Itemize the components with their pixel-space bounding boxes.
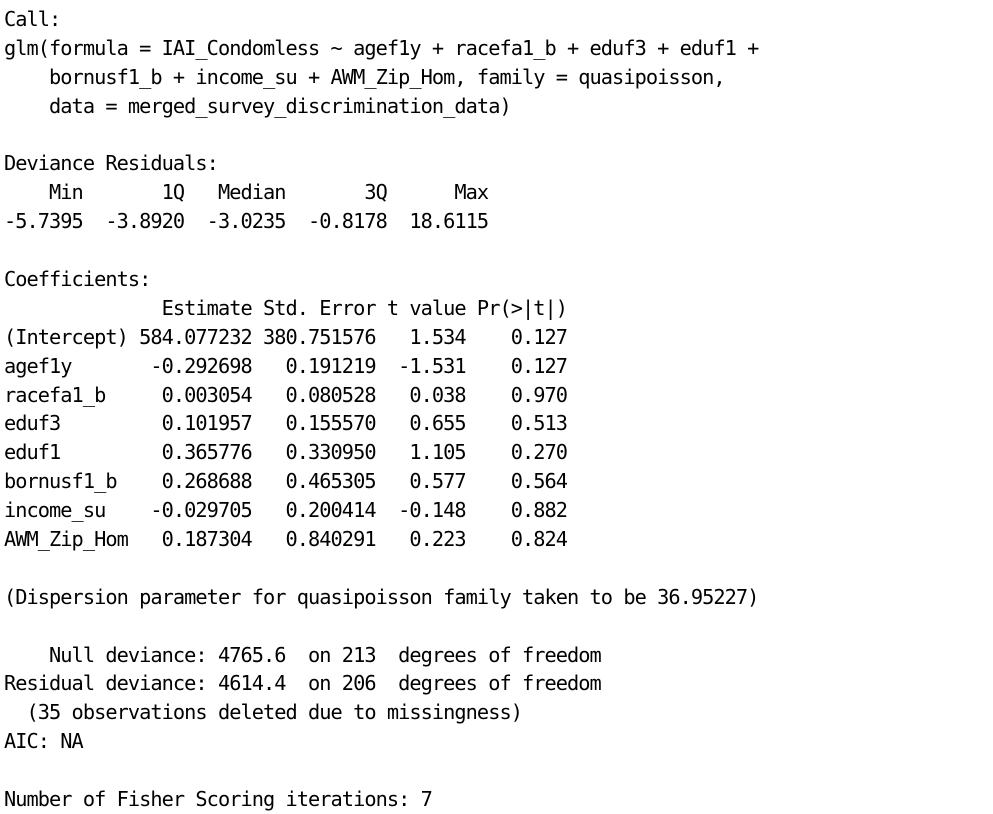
coefficients-header: Coefficients: — [4, 267, 151, 292]
aic-line: AIC: NA — [4, 729, 84, 754]
call-line: data = merged_survey_discrimination_data… — [4, 93, 512, 118]
coefficient-row: (Intercept) 584.077232 380.751576 1.534 … — [4, 324, 568, 349]
r-console-output: Call: glm(formula = IAI_Condomless ~ agef… — [4, 5, 759, 814]
coefficient-row: racefa1_b 0.003054 0.080528 0.038 0.970 — [4, 382, 568, 407]
call-line: glm(formula = IAI_Condomless ~ agef1y + … — [4, 35, 759, 60]
blank-line — [4, 756, 758, 785]
deviance-residuals-labels: Min 1Q Median 3Q Max — [4, 180, 511, 205]
coefficient-row: eduf1 0.365776 0.330950 1.105 0.270 — [4, 440, 568, 465]
deviance-residuals-values: -5.7395 -3.8920 -3.0235 -0.8178 18.6115 — [4, 209, 511, 234]
residual-deviance-line: Residual deviance: 4614.4 on 206 degrees… — [4, 671, 602, 696]
call-line: bornusf1_b + income_su + AWM_Zip_Hom, fa… — [4, 64, 726, 89]
null-deviance-line: Null deviance: 4765.6 on 213 degrees of … — [4, 642, 602, 667]
blank-line — [4, 554, 758, 583]
dispersion-line: (Dispersion parameter for quasipoisson f… — [4, 584, 759, 609]
missingness-note: (35 observations deleted due to missingn… — [4, 700, 523, 725]
coefficients-column-headers: Estimate Std. Error t value Pr(>|t|) — [4, 295, 568, 320]
fisher-iterations-line: Number of Fisher Scoring iterations: 7 — [4, 787, 433, 812]
coefficient-row: bornusf1_b 0.268688 0.465305 0.577 0.564 — [4, 469, 568, 494]
blank-line — [4, 612, 758, 641]
call-header: Call: — [4, 7, 61, 31]
coefficient-row: agef1y -0.292698 0.191219 -1.531 0.127 — [4, 353, 568, 378]
coefficient-row: eduf3 0.101957 0.155570 0.655 0.513 — [4, 411, 568, 436]
deviance-residuals-header: Deviance Residuals: — [4, 151, 219, 176]
blank-line — [4, 236, 758, 265]
coefficient-row: AWM_Zip_Hom 0.187304 0.840291 0.223 0.82… — [4, 527, 568, 552]
blank-line — [4, 121, 758, 150]
coefficient-row: income_su -0.029705 0.200414 -0.148 0.88… — [4, 498, 568, 523]
